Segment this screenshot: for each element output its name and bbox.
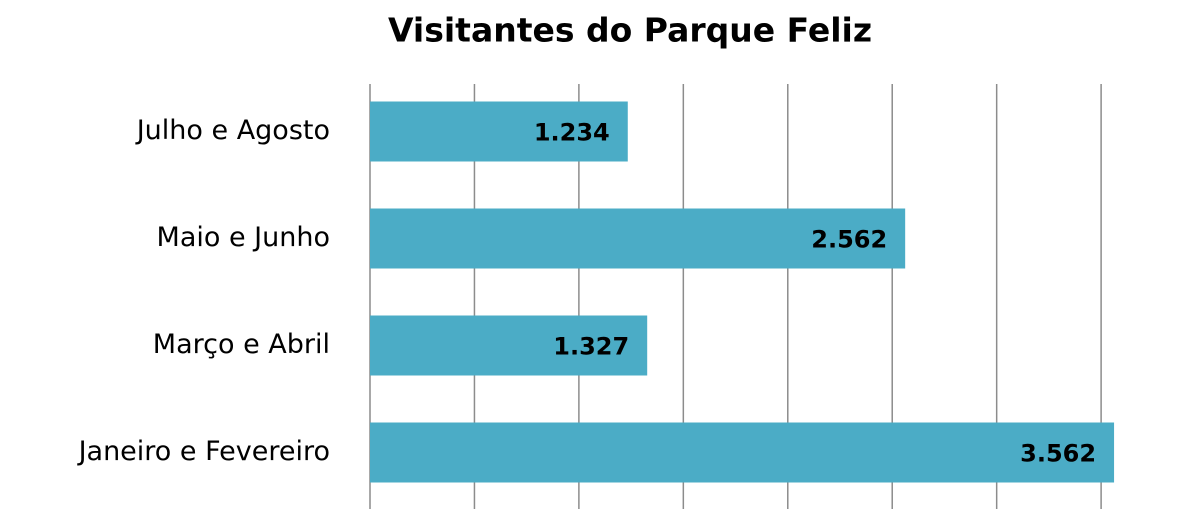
value-label: 2.562 xyxy=(811,226,887,254)
bar xyxy=(370,422,1115,483)
y-tick-label: Março e Abril xyxy=(153,329,330,360)
value-label: 1.327 xyxy=(553,333,629,361)
value-label: 1.234 xyxy=(534,119,610,147)
chart-title: Visitantes do Parque Feliz xyxy=(388,11,872,50)
y-tick-label: Janeiro e Fevereiro xyxy=(77,436,330,467)
y-tick-label: Julho e Agosto xyxy=(135,115,330,146)
value-label: 3.562 xyxy=(1020,440,1096,468)
bar xyxy=(370,315,648,376)
y-tick-label: Maio e Junho xyxy=(157,222,330,253)
bar xyxy=(370,101,628,162)
bar xyxy=(370,208,906,269)
